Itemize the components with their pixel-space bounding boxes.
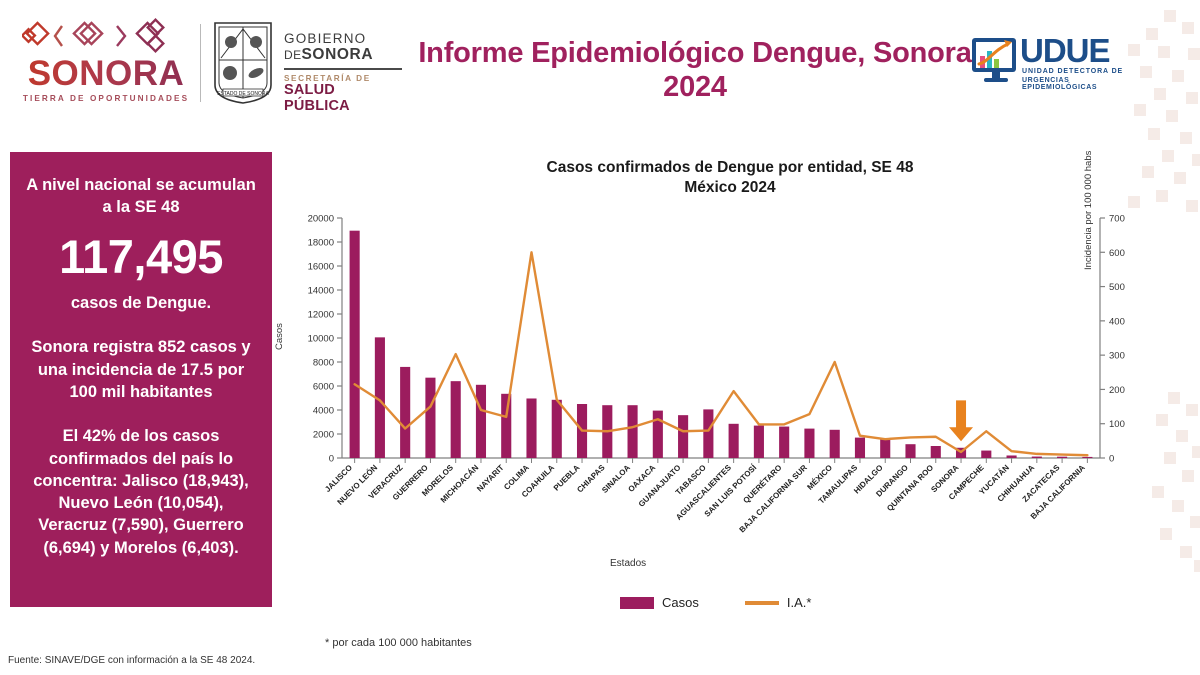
chart-bar: [1057, 456, 1068, 458]
salud-publica-label: SALUD PÚBLICA: [284, 81, 350, 114]
sonora-tagline: TIERRA DE OPORTUNIDADES: [22, 94, 190, 103]
chart-bar: [551, 399, 562, 458]
legend-line-ia: [744, 600, 779, 605]
summary-spacer-2: [26, 407, 256, 425]
y-tick-right: 700: [1109, 214, 1125, 225]
chart-bar: [374, 337, 385, 458]
national-summary-panel: A nivel nacional se acumulan a la SE 48 …: [10, 152, 272, 607]
gobierno-text: GOBIERNO DESONORA SECRETARÍA DE SALUD PÚ…: [284, 31, 402, 115]
chart-bar: [475, 384, 487, 458]
chart-bar: [854, 437, 866, 458]
chart-bar: [880, 439, 891, 458]
sonora-arrow-icon: [949, 400, 974, 442]
chart-bar: [753, 425, 764, 458]
chart-bar: [1006, 455, 1017, 458]
y-tick-left: 8000: [313, 358, 334, 369]
chart-bar: [804, 428, 815, 458]
top-states-summary: El 42% de los casos confirmados del país…: [33, 427, 249, 557]
y-tick-left: 0: [329, 454, 334, 465]
x-tick-label: NAYARIT: [475, 463, 506, 494]
chart-bar: [652, 410, 663, 458]
chart-bar: [349, 230, 360, 458]
chart-bar: [930, 446, 941, 458]
de-sonora-label: DESONORA: [284, 46, 402, 64]
chart-bar: [905, 444, 916, 458]
chart-bar: [981, 450, 992, 458]
chart-bar: [728, 423, 739, 458]
y-tick-left: 10000: [308, 334, 334, 345]
dengue-cases-chart: Casos confirmados de Dengue por entidad,…: [274, 150, 1180, 650]
chart-bar: [779, 426, 790, 458]
gobierno-rule: [284, 67, 402, 70]
y-tick-left: 2000: [313, 430, 334, 441]
svg-text:ESTADO DE SONORA: ESTADO DE SONORA: [217, 91, 269, 97]
y-tick-right: 300: [1109, 351, 1125, 362]
gobierno-de-sonora-logo: ESTADO DE SONORA GOBIERNO DESONORA SECRE…: [212, 20, 402, 115]
chart-bar: [501, 393, 512, 458]
summary-line-2: casos de Dengue.: [70, 294, 212, 313]
udue-wordmark: UDUE: [1020, 32, 1111, 69]
y-tick-left: 12000: [308, 310, 334, 321]
legend-label-casos: Casos: [662, 595, 699, 610]
y-tick-right: 500: [1109, 282, 1125, 293]
chart-bar: [450, 381, 461, 458]
y-tick-left: 4000: [313, 406, 334, 417]
udue-monitor-chart-icon: [972, 38, 1016, 82]
page-header: SONORA TIERRA DE OPORTUNIDADES ESTADO DE…: [0, 0, 1200, 130]
chart-bar: [678, 415, 689, 458]
national-total-cases: 117,495: [59, 229, 223, 283]
y-tick-right: 400: [1109, 316, 1125, 327]
summary-spacer-1: [26, 318, 256, 336]
x-axis-label: Estados: [610, 558, 647, 569]
y-tick-left: 6000: [313, 382, 334, 393]
chart-title: Casos confirmados de Dengue por entidad,…: [430, 158, 1030, 198]
chart-bar: [703, 409, 714, 458]
chart-footnote: * por cada 100 000 habitantes: [325, 637, 472, 649]
sonora-diamond-emblem-icon: [22, 18, 165, 53]
chart-bar: [526, 398, 537, 458]
sonora-logo: SONORA TIERRA DE OPORTUNIDADES: [22, 18, 190, 108]
legend-item-casos: Casos: [620, 595, 699, 610]
chart-plot: 0200040006000800010000120001400016000180…: [308, 214, 1125, 535]
y-tick-left: 18000: [308, 238, 334, 249]
chart-title-line-2: México 2024: [684, 179, 776, 197]
de-label: DE: [284, 48, 302, 63]
chart-bar: [627, 405, 638, 458]
chart-bar: [425, 377, 436, 458]
udue-logo: UDUE UNIDAD DETECTORA DE URGENCIAS EPIDE…: [968, 32, 1138, 94]
sonora-wordmark: SONORA: [22, 56, 190, 91]
sonora-summary: Sonora registra 852 casos y una incidenc…: [31, 338, 251, 402]
legend-swatch-casos: [620, 596, 654, 609]
chart-legend: Casos I.A.*: [620, 595, 811, 610]
secretaria-label: SECRETARÍA DE: [284, 73, 371, 83]
y-tick-left: 16000: [308, 262, 334, 273]
udue-subtitle-2: URGENCIAS EPIDEMIOLÓGICAS: [1022, 77, 1098, 91]
header-divider: [200, 24, 201, 102]
x-tick-label: QUINTANA ROO: [885, 463, 935, 513]
gobierno-label: GOBIERNO: [284, 31, 367, 46]
y-tick-left: 14000: [308, 286, 334, 297]
chart-title-line-1: Casos confirmados de Dengue por entidad,…: [546, 159, 914, 176]
page-title: Informe Epidemiológico Dengue, Sonora 20…: [418, 37, 972, 104]
sonora-label: SONORA: [301, 46, 374, 64]
summary-line-1: A nivel nacional se acumulan a la SE 48: [26, 176, 256, 217]
legend-label-ia: I.A.*: [786, 595, 812, 610]
y-tick-left: 20000: [308, 214, 334, 225]
y-tick-right: 200: [1109, 385, 1125, 396]
y-tick-right: 600: [1109, 248, 1125, 259]
sonora-coat-of-arms-icon: ESTADO DE SONORA: [214, 22, 272, 104]
chart-bar: [1082, 456, 1093, 458]
y-tick-right: 100: [1109, 419, 1125, 430]
chart-line-incidence: [353, 251, 1089, 457]
chart-bar: [1031, 456, 1042, 458]
udue-subtitle-1: UNIDAD DETECTORA DE: [1022, 68, 1124, 75]
chart-bar: [829, 429, 840, 458]
chart-bar: [400, 366, 411, 458]
legend-item-ia: I.A.*: [744, 595, 812, 610]
y-tick-right: 0: [1109, 454, 1114, 465]
source-note: Fuente: SINAVE/DGE con información a la …: [8, 655, 256, 666]
